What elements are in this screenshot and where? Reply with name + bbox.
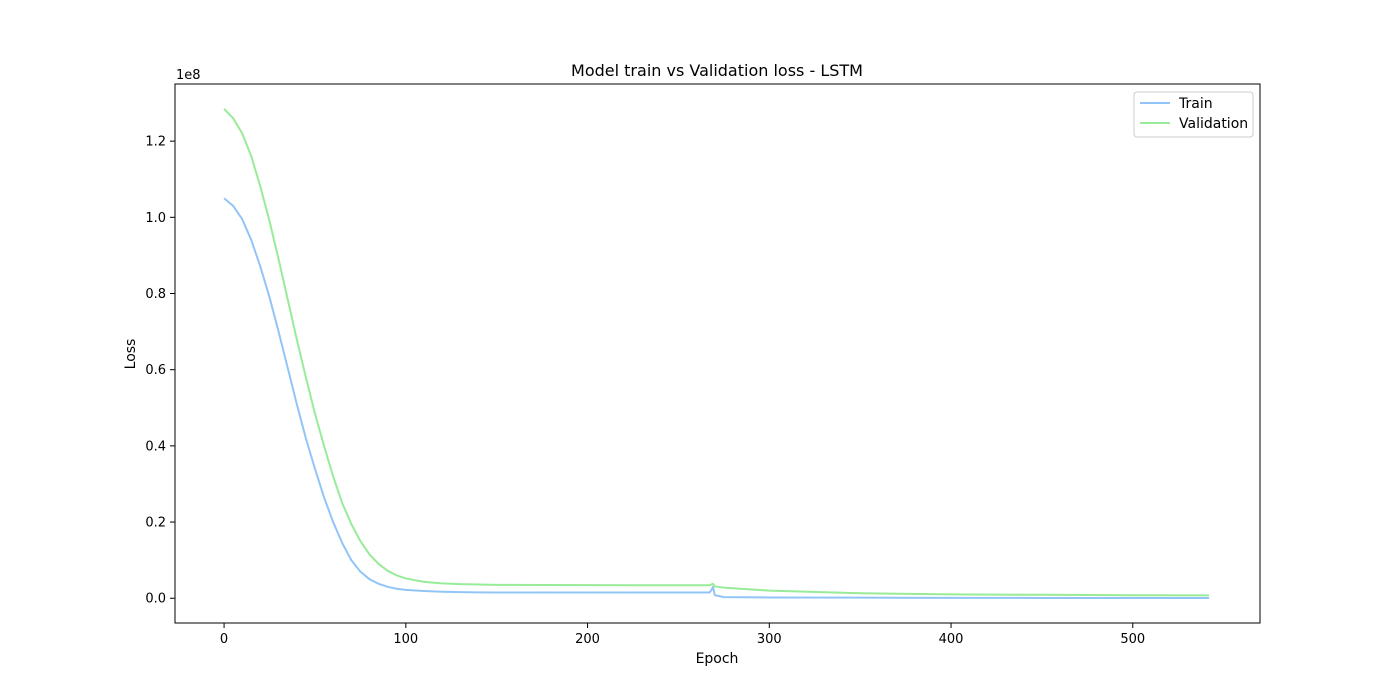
x-tick-label: 300 (757, 632, 782, 647)
y-tick-label: 0.6 (145, 363, 166, 378)
x-tick-label: 500 (1120, 632, 1145, 647)
x-axis-label: Epoch (696, 651, 739, 667)
plot-frame (174, 83, 1261, 624)
series-line-validation (223, 108, 1210, 597)
series-lines (223, 108, 1210, 600)
plot-area (175, 84, 1260, 623)
x-tick-label: 0 (220, 632, 228, 647)
y-axis-offset-text: 1e8 (176, 68, 201, 83)
legend: Train Validation (1133, 91, 1254, 138)
y-axis-ticks: 0.0 0.2 0.4 0.6 0.8 1.0 1.2 (145, 135, 175, 607)
y-tick-label: 0.8 (145, 287, 166, 302)
series-line-train (223, 197, 1210, 600)
y-tick-label: 0.0 (145, 592, 166, 607)
x-tick-label: 100 (393, 632, 418, 647)
y-tick-label: 0.2 (145, 516, 166, 531)
y-tick-label: 1.2 (145, 135, 166, 150)
legend-label-train: Train (1178, 96, 1213, 112)
x-tick-label: 200 (575, 632, 600, 647)
y-tick-label: 1.0 (145, 211, 166, 226)
y-tick-label: 0.4 (145, 439, 166, 454)
chart-title: Model train vs Validation loss - LSTM (571, 61, 863, 80)
y-axis-label: Loss (123, 339, 139, 370)
x-axis-ticks: 0 100 200 300 400 500 (220, 623, 1145, 647)
legend-label-validation: Validation (1179, 116, 1248, 132)
x-tick-label: 400 (939, 632, 964, 647)
